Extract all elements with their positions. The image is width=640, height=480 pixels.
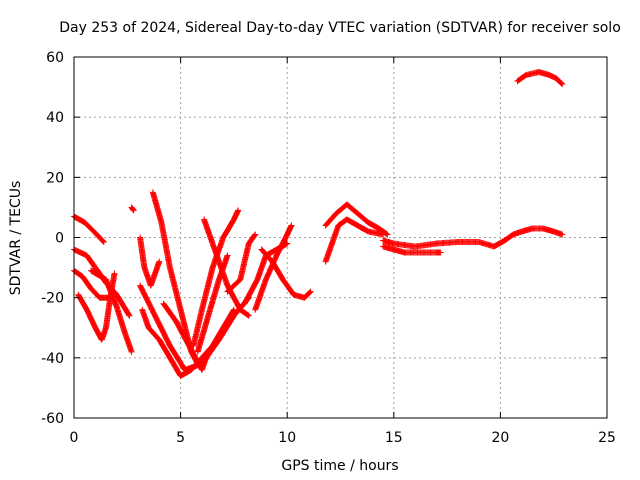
data-point-markers bbox=[258, 246, 314, 301]
series-arc-19 bbox=[322, 216, 387, 265]
data-series bbox=[71, 69, 566, 379]
y-axis-label: SDTVAR / TECUs bbox=[8, 181, 24, 296]
series-arc-22 bbox=[380, 243, 444, 256]
data-point-markers bbox=[380, 243, 444, 256]
chart-title: Day 253 of 2024, Sidereal Day-to-day VTE… bbox=[59, 20, 621, 36]
data-point-markers bbox=[322, 216, 387, 265]
series-arc-24 bbox=[514, 69, 566, 88]
series-arc-2 bbox=[71, 246, 133, 319]
data-point-markers bbox=[71, 213, 107, 246]
data-point-markers bbox=[224, 231, 259, 295]
series-arc-1 bbox=[71, 213, 107, 246]
data-point-markers bbox=[322, 201, 391, 238]
data-point-markers bbox=[194, 252, 231, 355]
series-arc-5 bbox=[88, 267, 135, 355]
y-tick-label: 40 bbox=[46, 110, 64, 126]
series-arc-15 bbox=[224, 231, 259, 295]
y-tick-label: 20 bbox=[46, 170, 64, 186]
series-arc-13 bbox=[190, 207, 242, 349]
series-arc-6 bbox=[128, 204, 137, 214]
y-tick-label: -20 bbox=[41, 291, 64, 307]
x-tick-label: 0 bbox=[70, 430, 79, 446]
y-tick-label: -40 bbox=[41, 351, 64, 367]
y-tick-label: -60 bbox=[41, 411, 64, 427]
data-point-markers bbox=[514, 69, 566, 88]
grid-lines bbox=[74, 57, 607, 418]
series-arc-18 bbox=[258, 246, 314, 301]
series-arc-14 bbox=[194, 252, 231, 355]
y-tick-label: 60 bbox=[46, 50, 64, 66]
series-arc-23 bbox=[501, 225, 566, 244]
series-arc-11 bbox=[160, 300, 210, 373]
data-point-markers bbox=[71, 246, 133, 319]
x-tick-label: 25 bbox=[598, 430, 616, 446]
series-arc-21 bbox=[380, 237, 508, 250]
data-point-markers bbox=[160, 300, 210, 373]
x-axis-label: GPS time / hours bbox=[281, 458, 398, 474]
axis-ticks: 0 5 10 15 20 25 -60 -40 -20 0 20 40 60 bbox=[41, 50, 616, 446]
data-point-markers bbox=[128, 204, 137, 214]
series-arc-7 bbox=[137, 234, 163, 289]
series-arc-20 bbox=[322, 201, 391, 238]
x-tick-label: 10 bbox=[278, 430, 296, 446]
x-tick-label: 20 bbox=[491, 430, 509, 446]
x-tick-label: 5 bbox=[176, 430, 185, 446]
data-point-markers bbox=[88, 267, 135, 355]
data-point-markers bbox=[190, 207, 242, 349]
data-point-markers bbox=[501, 225, 566, 244]
data-point-markers bbox=[75, 270, 118, 343]
series-arc-4 bbox=[75, 270, 118, 343]
y-tick-label: 0 bbox=[55, 231, 64, 247]
data-point-markers bbox=[380, 237, 508, 250]
data-point-markers bbox=[137, 234, 163, 289]
x-tick-label: 15 bbox=[385, 430, 403, 446]
